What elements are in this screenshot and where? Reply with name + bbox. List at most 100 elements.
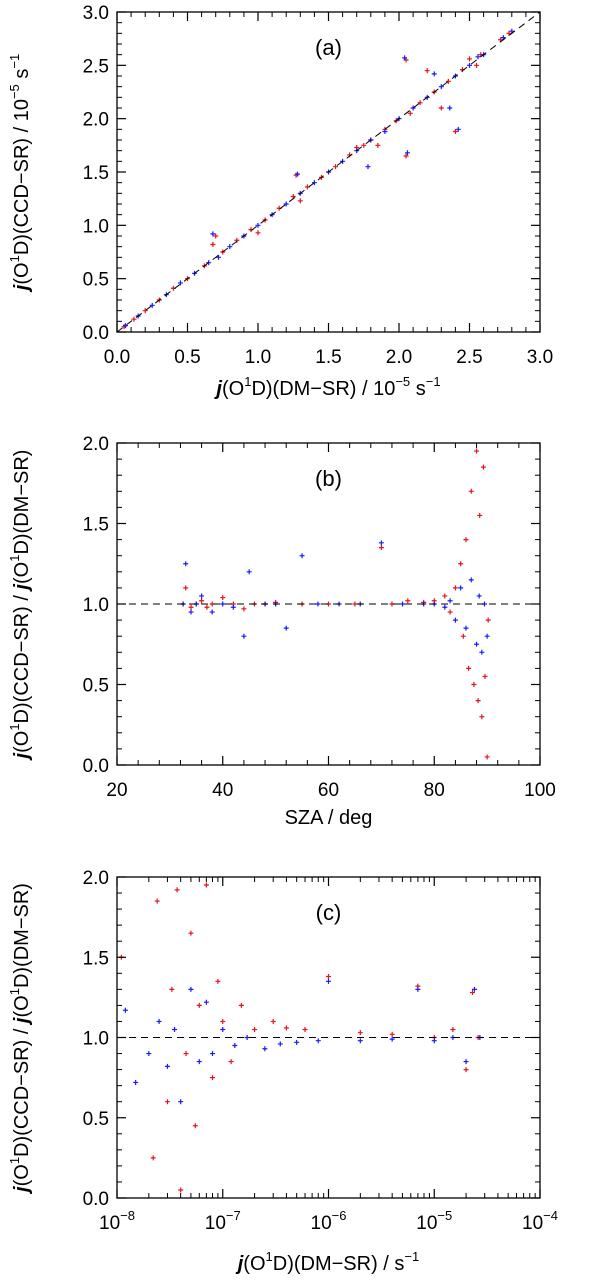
point-a-s0-39 bbox=[474, 62, 480, 68]
point-b-s0-2 bbox=[188, 604, 194, 610]
y-tick-label-c-3: 1.5 bbox=[83, 948, 109, 969]
point-b-s0-26 bbox=[463, 537, 469, 543]
point-c-s1-5 bbox=[172, 1026, 178, 1032]
point-c-s1-14 bbox=[262, 1046, 268, 1052]
y-label-j: j bbox=[11, 1186, 33, 1195]
point-b-s0-27 bbox=[466, 665, 472, 671]
y-tick-label-a-5: 2.5 bbox=[83, 56, 109, 77]
point-a-s1-25 bbox=[404, 150, 410, 156]
point-a-s0-10 bbox=[234, 237, 240, 243]
point-c-s0-27 bbox=[463, 1067, 469, 1073]
point-a-s0-30 bbox=[407, 110, 413, 116]
point-b-s1-21 bbox=[442, 604, 448, 610]
x-label-sup: 1 bbox=[244, 374, 251, 389]
point-b-s0-24 bbox=[458, 561, 464, 567]
point-c-s1-8 bbox=[196, 1059, 202, 1065]
point-c-s0-23 bbox=[389, 1031, 395, 1037]
point-c-s0-10 bbox=[196, 1002, 202, 1008]
y-label-o2: (O bbox=[11, 995, 33, 1017]
x-tick-label-c-4: 10−4 bbox=[522, 1208, 558, 1234]
point-b-s0-29 bbox=[471, 682, 477, 687]
point-b-s0-15 bbox=[352, 601, 358, 607]
point-c-s1-2 bbox=[146, 1051, 152, 1057]
y-tick-label-a-6: 3.0 bbox=[83, 3, 109, 24]
point-c-s0-16 bbox=[238, 1002, 244, 1008]
y-tick-label-b-0: 0.0 bbox=[83, 756, 109, 777]
x-tick-label-a-4: 2.0 bbox=[386, 347, 412, 368]
x-tick-exp: −6 bbox=[332, 1208, 347, 1223]
panel-a-marks bbox=[121, 28, 515, 330]
point-b-s0-30 bbox=[474, 448, 480, 454]
x-tick-label-b-1: 40 bbox=[212, 780, 233, 801]
point-a-s1-29 bbox=[438, 84, 444, 90]
point-b-s0-36 bbox=[484, 754, 490, 760]
y-tick-label-c-2: 1.0 bbox=[83, 1029, 109, 1050]
point-b-s1-29 bbox=[479, 649, 485, 655]
y-label-j2: j bbox=[11, 584, 33, 593]
x-label-o: (O bbox=[222, 378, 244, 400]
point-a-s0-20 bbox=[333, 164, 339, 170]
x-tick-label-b-0: 20 bbox=[106, 780, 127, 801]
point-c-s0-7 bbox=[183, 1051, 189, 1057]
panel-a: 0.0 0.5 1.0 1.5 2.0 2.5 3.0 0.0 0.5 1.0 1.5 2.0 2.5 3… bbox=[7, 3, 553, 400]
x-tick-base: 10 bbox=[205, 1213, 226, 1234]
point-b-s0-28 bbox=[468, 488, 474, 494]
reference-line-a bbox=[116, 11, 541, 333]
point-b-s1-8 bbox=[241, 633, 247, 639]
x-tick-label-a-0: 0.0 bbox=[104, 347, 130, 368]
point-b-s0-9 bbox=[241, 606, 247, 612]
point-c-s0-18 bbox=[270, 1018, 276, 1024]
point-b-s0-23 bbox=[452, 585, 458, 591]
y-label-post: D)(CCD−SR) / bbox=[11, 1023, 33, 1157]
y-tick-label-c-4: 2.0 bbox=[83, 868, 109, 889]
point-b-s1-31 bbox=[484, 633, 490, 639]
y-label-o: (O bbox=[11, 1164, 33, 1186]
point-a-s1-16 bbox=[311, 180, 317, 186]
point-a-s0-8 bbox=[210, 242, 216, 248]
x-tick-label-a-2: 1.0 bbox=[245, 347, 271, 368]
point-b-s1-9 bbox=[246, 569, 252, 575]
point-a-s1-0 bbox=[122, 323, 128, 329]
panel-b-marks bbox=[180, 448, 491, 760]
x-tick-exp: −7 bbox=[226, 1208, 241, 1223]
point-c-s1-7 bbox=[188, 986, 194, 992]
point-c-s1-6 bbox=[178, 1099, 184, 1105]
point-c-s0-5 bbox=[174, 887, 180, 893]
point-b-s0-37 bbox=[485, 617, 491, 623]
point-a-s1-14 bbox=[294, 171, 300, 177]
point-a-s1-33 bbox=[467, 62, 472, 68]
point-a-s1-24 bbox=[402, 55, 408, 61]
point-c-s1-21 bbox=[415, 986, 421, 992]
point-b-s0-22 bbox=[447, 609, 453, 615]
x-label-sup2: −1 bbox=[404, 1249, 419, 1264]
panel-c: 10−8 10−7 10−6 10−5 10−40.00.51.01.52.0(c)j(… bbox=[7, 868, 558, 1275]
point-c-s0-8 bbox=[188, 930, 194, 936]
point-b-s0-35 bbox=[482, 673, 488, 679]
y-label-sup2: 1 bbox=[7, 555, 22, 562]
point-a-s1-7 bbox=[210, 231, 216, 237]
point-a-s1-8 bbox=[216, 254, 222, 260]
point-c-s1-10 bbox=[210, 1051, 216, 1057]
point-b-s1-17 bbox=[378, 540, 384, 546]
point-a-s1-13 bbox=[283, 201, 289, 207]
point-c-s0-28 bbox=[470, 990, 476, 996]
point-b-s1-23 bbox=[452, 617, 458, 623]
point-c-s0-9 bbox=[192, 1123, 198, 1129]
y-label-sup: 1 bbox=[7, 255, 22, 262]
x-tick-exp: −4 bbox=[543, 1208, 558, 1223]
x-tick-label-a-5: 2.5 bbox=[456, 347, 482, 368]
x-tick-label-b-2: 60 bbox=[318, 780, 339, 801]
x-tick-label-c-3: 10−5 bbox=[416, 1208, 452, 1234]
y-label-o2: (O bbox=[11, 562, 33, 584]
x-axis-label-a: j(O1D)(DM−SR) / 10−5 s−1 bbox=[213, 374, 440, 400]
point-c-s1-11 bbox=[220, 1026, 226, 1032]
y-tick-label-b-2: 1.0 bbox=[83, 595, 109, 616]
point-a-s1-30 bbox=[447, 105, 453, 111]
y-label-o: (O bbox=[11, 262, 33, 284]
point-b-s1-6 bbox=[220, 601, 226, 607]
point-b-s1-28 bbox=[476, 593, 482, 599]
point-a-s1-9 bbox=[227, 244, 233, 250]
point-b-s1-1 bbox=[183, 561, 189, 567]
point-b-s0-1 bbox=[183, 585, 189, 591]
